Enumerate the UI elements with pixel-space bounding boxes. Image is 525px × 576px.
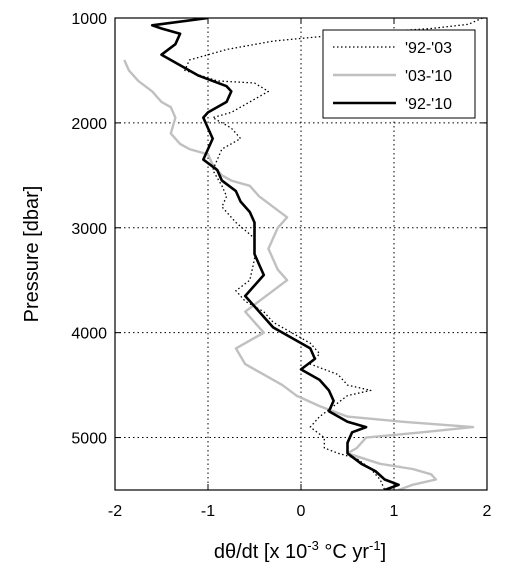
x-tick-label: -2 [108,503,122,520]
legend-label-92-10: '92-'10 [405,96,452,113]
legend-label-03-10: '03-'10 [405,68,452,85]
x-tick-label: 0 [297,503,306,520]
series-lines [123,18,483,490]
x-tick-labels: -2 -1 0 1 2 [108,503,492,520]
y-axis-title: Pressure [dbar] [21,186,43,323]
x-axis-title-tail: ] [381,541,387,563]
series-line-03-10 [123,59,475,490]
y-tick-label: 5000 [71,431,107,448]
series-line-92-10 [150,18,400,490]
x-axis-title-units: °C yr [319,541,370,563]
x-tick-label: 1 [390,503,399,520]
plot-frame [114,17,488,491]
x-axis-title: dθ/dt [x 10-3 °C yr-1] [214,538,386,563]
x-tick-label: -1 [201,503,215,520]
legend-label-92-03: '92-'03 [405,40,452,57]
x-axis-title-exponent: -3 [307,538,319,553]
y-tick-label: 3000 [71,221,107,238]
y-tick-label: 4000 [71,326,107,343]
legend: '92-'03 '03-'10 '92-'10 [322,29,476,119]
y-tick-label: 2000 [71,116,107,133]
x-tick-label: 2 [483,503,492,520]
x-axis-title-units-exponent: -1 [369,538,381,553]
y-tick-labels: 1000 2000 3000 4000 5000 [71,11,107,448]
y-tick-label: 1000 [71,11,107,28]
